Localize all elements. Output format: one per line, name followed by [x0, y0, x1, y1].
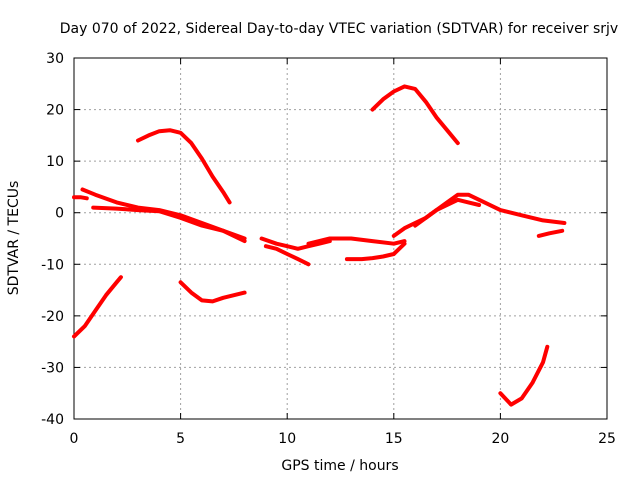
y-tick-label: 0	[55, 206, 64, 222]
y-tick-label: 10	[46, 154, 64, 170]
x-tick-label: 0	[70, 431, 79, 447]
series-arc-10	[344, 241, 407, 262]
y-tick-label: 30	[46, 51, 64, 67]
series-arc-12	[391, 192, 567, 238]
series-arc-1	[72, 275, 123, 339]
series-arc-2	[72, 195, 89, 201]
y-tick-label: -30	[41, 360, 64, 376]
y-tick-label: 20	[46, 103, 64, 119]
x-tick-label: 5	[176, 431, 185, 447]
x-tick-label: 25	[598, 431, 616, 447]
y-tick-label: -40	[41, 412, 64, 428]
series-arc-5	[136, 128, 232, 205]
series-arc-7	[259, 236, 332, 251]
series-arc-15	[536, 228, 565, 238]
x-tick-label: 20	[491, 431, 509, 447]
series-arc-6	[178, 280, 247, 304]
axis-ticks: 0 5 10 15 20 25 -40 -30 -20 -10 0 10 20 30	[41, 51, 616, 447]
series-arc-9	[306, 236, 407, 246]
series-arc-11	[370, 84, 460, 146]
series-arc-8	[263, 244, 311, 267]
series-layer	[72, 84, 567, 407]
series-arc-13	[413, 197, 482, 228]
plot-frame	[73, 57, 608, 420]
x-tick-label: 10	[278, 431, 296, 447]
x-tick-label: 15	[385, 431, 403, 447]
y-tick-label: -10	[41, 257, 64, 273]
y-tick-label: -20	[41, 309, 64, 325]
grid	[74, 58, 607, 419]
series-arc-4	[91, 205, 247, 241]
series-arc-14	[498, 344, 550, 407]
chart-title: Day 070 of 2022, Sidereal Day-to-day VTE…	[60, 21, 618, 37]
y-axis-label: SDTVAR / TECUs	[6, 181, 22, 296]
series-arc-3	[80, 187, 247, 244]
x-axis-label: GPS time / hours	[281, 458, 398, 474]
